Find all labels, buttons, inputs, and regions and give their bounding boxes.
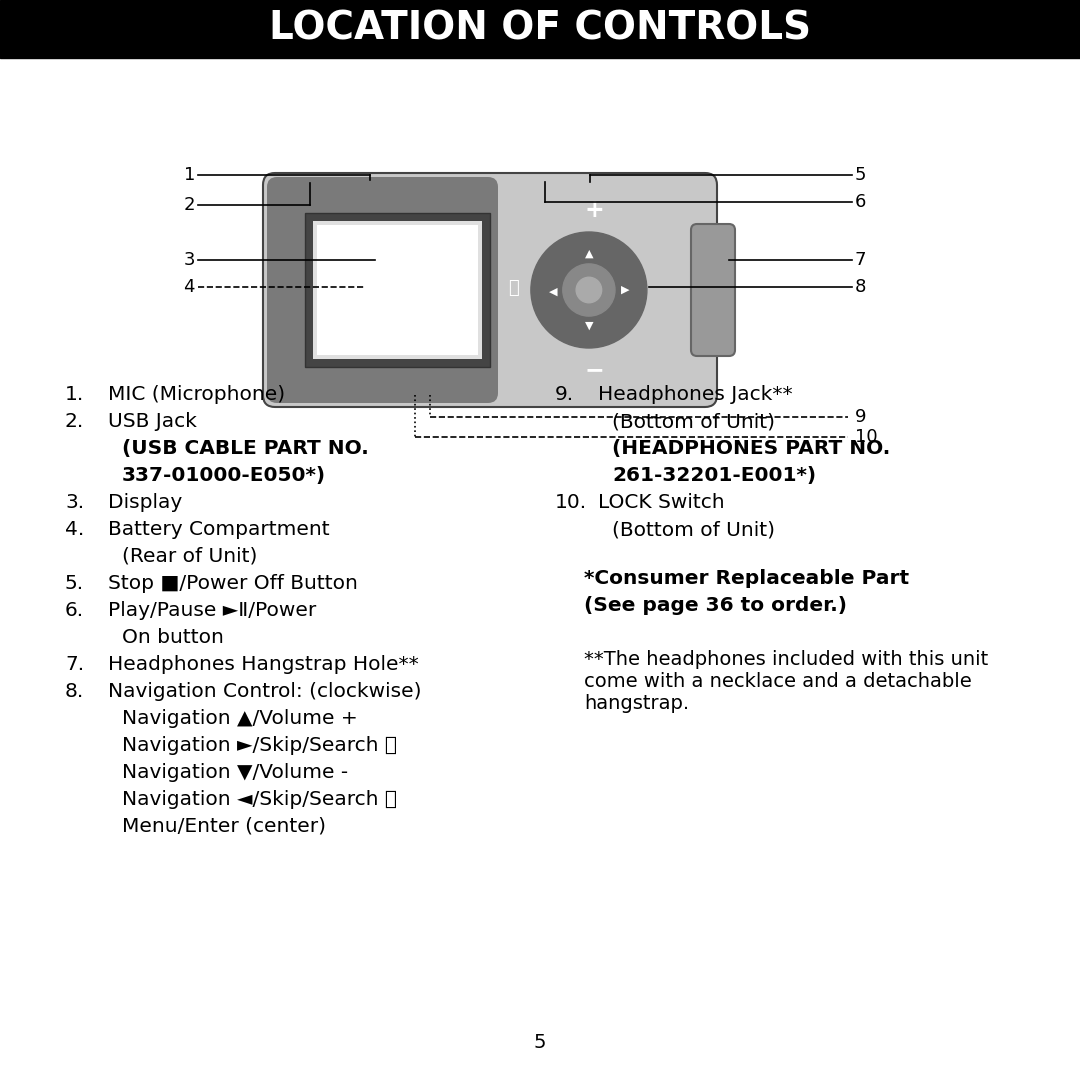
Text: Display: Display	[108, 492, 183, 512]
Text: 1: 1	[184, 166, 195, 184]
Text: Navigation ►/Skip/Search ⏭: Navigation ►/Skip/Search ⏭	[122, 735, 397, 755]
Text: Menu/Enter (center): Menu/Enter (center)	[122, 816, 326, 836]
Text: LOCK Switch: LOCK Switch	[598, 492, 725, 512]
Bar	[0, 0, 1080, 58]
Bar	[305, 213, 490, 367]
Text: ▶: ▶	[621, 285, 630, 295]
Text: 5: 5	[855, 166, 866, 184]
Text: 6.: 6.	[65, 600, 84, 620]
Text: 5.: 5.	[65, 573, 84, 593]
Text: Stop ■/Power Off Button: Stop ■/Power Off Button	[108, 573, 357, 593]
Bar	[313, 221, 482, 359]
Text: (Bottom of Unit): (Bottom of Unit)	[612, 411, 775, 431]
Text: 4.: 4.	[65, 519, 84, 539]
Text: 3.: 3.	[65, 492, 84, 512]
Text: 3: 3	[184, 251, 195, 269]
FancyBboxPatch shape	[691, 224, 735, 356]
Text: 10.: 10.	[555, 492, 588, 512]
Text: Navigation Control: (clockwise): Navigation Control: (clockwise)	[108, 681, 421, 701]
Text: 2.: 2.	[65, 411, 84, 431]
Text: 2: 2	[184, 195, 195, 214]
Bar	[318, 225, 478, 355]
Text: Navigation ▲/Volume +: Navigation ▲/Volume +	[122, 708, 357, 728]
Text: Navigation ◄/Skip/Search ⏮: Navigation ◄/Skip/Search ⏮	[122, 789, 397, 809]
Text: LOCATION OF CONTROLS: LOCATION OF CONTROLS	[269, 10, 811, 48]
Text: 1.: 1.	[65, 384, 84, 404]
Text: 6: 6	[855, 193, 866, 211]
Text: Play/Pause ►Ⅱ/Power: Play/Pause ►Ⅱ/Power	[108, 600, 316, 620]
Text: +: +	[584, 199, 604, 222]
Text: (Bottom of Unit): (Bottom of Unit)	[612, 519, 775, 539]
Text: MIC (Microphone): MIC (Microphone)	[108, 384, 285, 404]
Text: **The headphones included with this unit
come with a necklace and a detachable
h: **The headphones included with this unit…	[584, 649, 988, 713]
Text: (See page 36 to order.): (See page 36 to order.)	[584, 595, 847, 615]
Text: 8: 8	[855, 278, 866, 296]
Text: ▼: ▼	[584, 321, 593, 330]
Text: 7: 7	[855, 251, 866, 269]
Text: −: −	[584, 357, 604, 382]
Text: 261-32201-E001*): 261-32201-E001*)	[612, 465, 816, 485]
Text: 8.: 8.	[65, 681, 84, 701]
Text: 337-01000-E050*): 337-01000-E050*)	[122, 465, 326, 485]
Text: USB Jack: USB Jack	[108, 411, 197, 431]
Text: (Rear of Unit): (Rear of Unit)	[122, 546, 257, 566]
Text: ◀: ◀	[549, 287, 557, 297]
Circle shape	[576, 278, 602, 302]
Text: 9.: 9.	[555, 384, 575, 404]
Circle shape	[531, 232, 647, 348]
Text: On button: On button	[122, 627, 224, 647]
Text: (USB CABLE PART NO.: (USB CABLE PART NO.	[122, 438, 368, 458]
FancyBboxPatch shape	[264, 173, 717, 407]
Text: Navigation ▼/Volume -: Navigation ▼/Volume -	[122, 762, 348, 782]
Circle shape	[563, 264, 615, 316]
Text: 9: 9	[855, 408, 866, 426]
Text: 5: 5	[534, 1032, 546, 1052]
Text: Battery Compartment: Battery Compartment	[108, 519, 329, 539]
Text: 10: 10	[855, 428, 878, 446]
Text: Headphones Jack**: Headphones Jack**	[598, 384, 793, 404]
Text: *Consumer Replaceable Part: *Consumer Replaceable Part	[584, 568, 909, 588]
Text: 4: 4	[184, 278, 195, 296]
Text: 7.: 7.	[65, 654, 84, 674]
FancyBboxPatch shape	[267, 177, 498, 403]
Text: Headphones Hangstrap Hole**: Headphones Hangstrap Hole**	[108, 654, 419, 674]
Text: ⏮: ⏮	[509, 279, 519, 297]
Text: (HEADPHONES PART NO.: (HEADPHONES PART NO.	[612, 438, 890, 458]
Text: ▲: ▲	[584, 249, 593, 259]
